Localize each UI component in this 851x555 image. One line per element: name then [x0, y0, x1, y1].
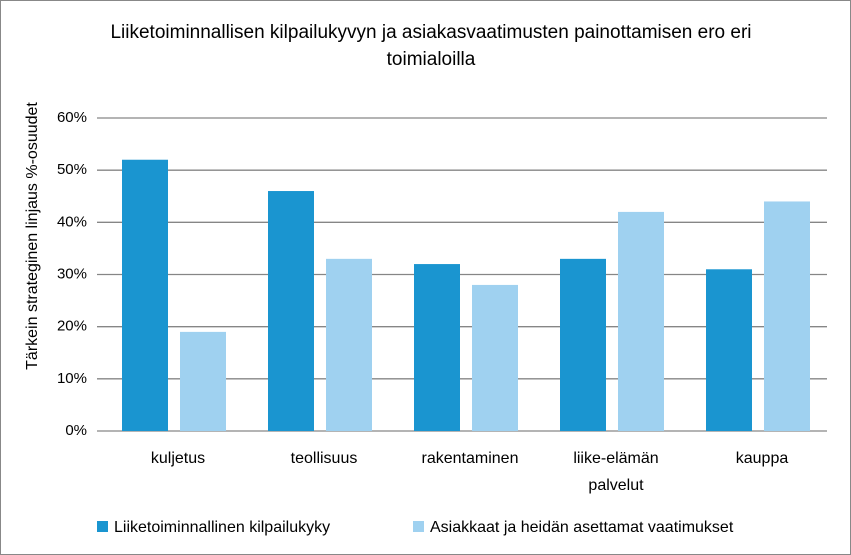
legend-swatch: [97, 521, 108, 532]
y-tick-label: 60%: [57, 109, 87, 126]
x-tick-label: rakentaminen: [422, 450, 519, 467]
x-tick-label: teollisuus: [291, 450, 358, 467]
legend-label: Liiketoiminnallinen kilpailukyky: [114, 519, 330, 536]
legend-swatch: [413, 521, 424, 532]
bar: [326, 258, 372, 431]
y-tick-label: 40%: [57, 213, 87, 230]
bar: [472, 284, 518, 431]
bar: [560, 258, 606, 431]
y-tick-label: 0%: [65, 422, 87, 439]
y-tick-label: 10%: [57, 370, 87, 387]
chart-title: Liiketoiminnallisen kilpailukyvyn ja asi…: [110, 22, 752, 70]
bar: [618, 211, 664, 431]
bar: [414, 264, 460, 431]
bar: [180, 331, 226, 431]
x-tick-label: kuljetus: [151, 450, 205, 467]
x-tick-label: kauppa: [736, 450, 789, 467]
y-tick-label: 20%: [57, 318, 87, 335]
y-tick-label: 30%: [57, 265, 87, 282]
bar: [764, 201, 810, 431]
y-tick-label: 50%: [57, 161, 87, 178]
legend-label: Asiakkaat ja heidän asettamat vaatimukse…: [430, 519, 734, 536]
bar: [268, 191, 314, 431]
x-tick-label: liike-elämän palvelut: [573, 450, 658, 494]
bar: [122, 159, 168, 431]
y-axis-label: Tärkein strateginen linjaus %-osuudet: [24, 102, 41, 370]
bar: [706, 269, 752, 431]
